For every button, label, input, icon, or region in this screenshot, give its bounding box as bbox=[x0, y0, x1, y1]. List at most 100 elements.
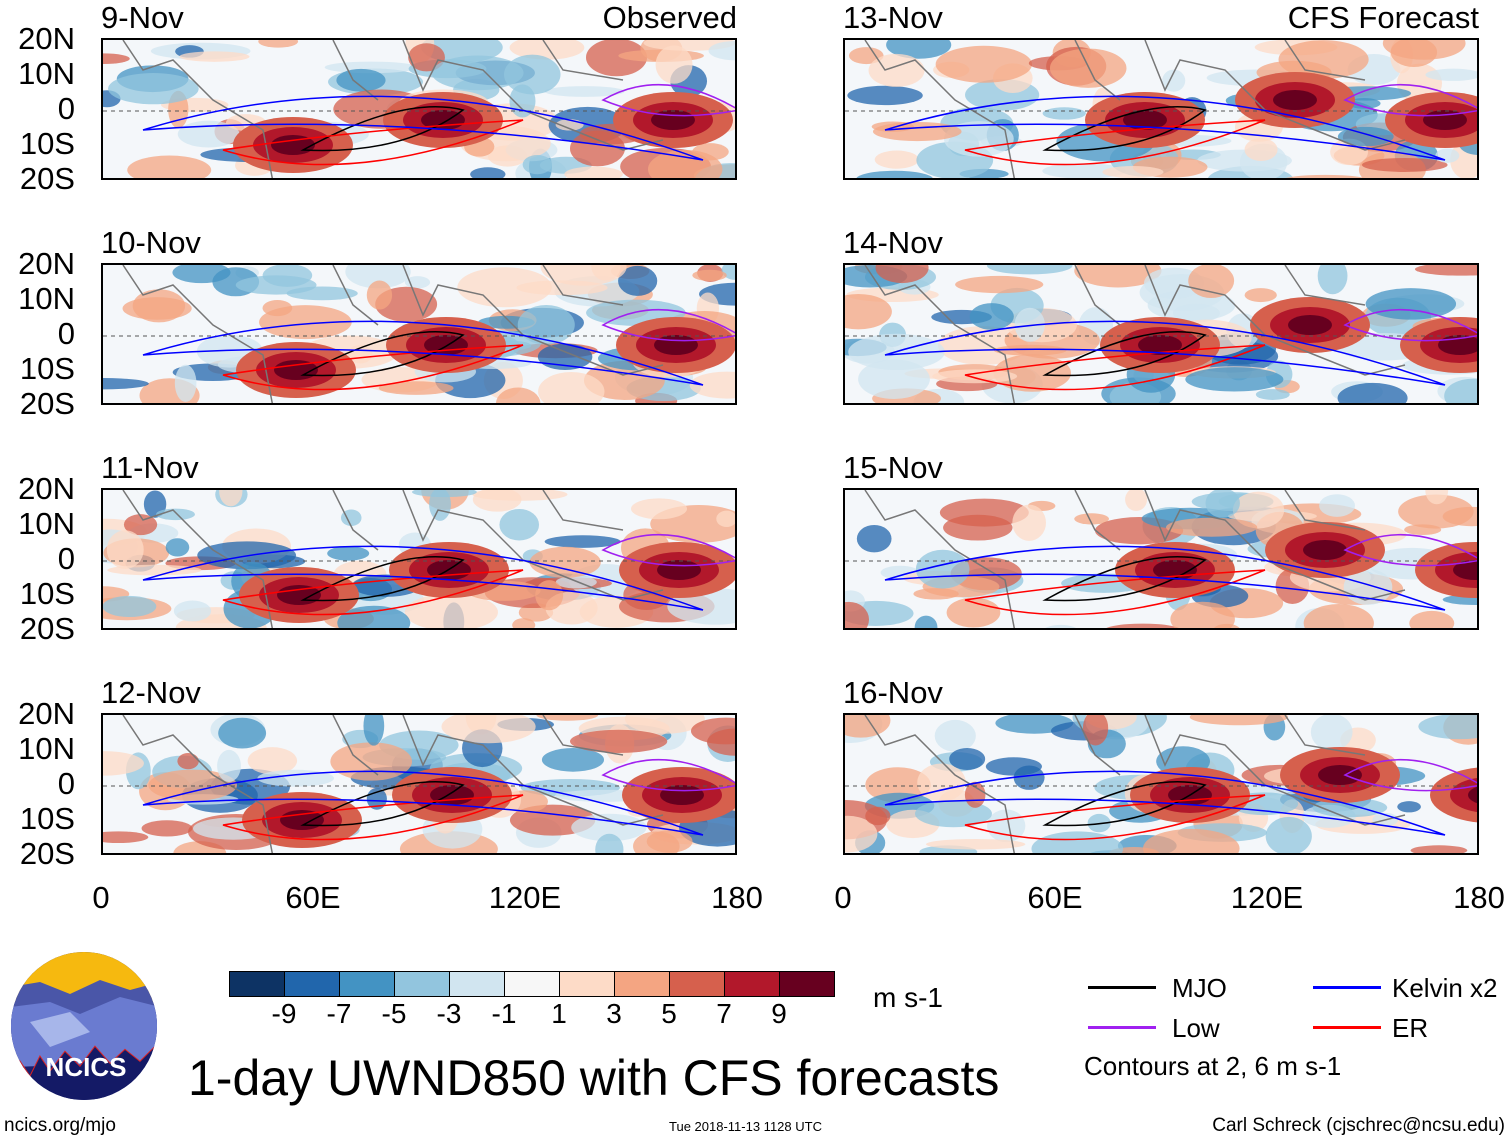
wind-anomaly-blob bbox=[692, 143, 729, 161]
map-panel bbox=[843, 263, 1479, 405]
wave-contour bbox=[1343, 758, 1477, 792]
wind-anomaly-blob bbox=[1361, 158, 1448, 172]
panel-date: 11-Nov bbox=[101, 450, 199, 485]
wind-anomaly-blob bbox=[366, 280, 393, 310]
colorbar-swatch bbox=[340, 972, 395, 996]
wave-contour bbox=[884, 320, 1446, 386]
wind-anomaly-blob bbox=[655, 45, 693, 84]
lat-tick-label: 10S bbox=[19, 576, 75, 611]
westerly-core bbox=[1123, 110, 1167, 130]
panel-date: 16-Nov bbox=[843, 675, 943, 710]
map-panel bbox=[843, 713, 1479, 855]
map-panel bbox=[843, 488, 1479, 630]
wind-anomaly-blob bbox=[847, 85, 923, 106]
wind-anomaly-blob bbox=[218, 717, 267, 749]
wind-anomaly-blob bbox=[327, 546, 370, 561]
wave-contour bbox=[964, 569, 1266, 616]
map-panel bbox=[101, 38, 737, 180]
map-panel bbox=[101, 488, 737, 630]
lat-tick-label: 10S bbox=[19, 801, 75, 836]
logo-text: NCICS bbox=[46, 1052, 127, 1082]
wind-anomaly-blob bbox=[522, 154, 552, 175]
wind-anomaly-blob bbox=[1365, 288, 1457, 320]
lon-tick-label: 120E bbox=[1230, 880, 1304, 915]
wind-anomaly-blob bbox=[217, 749, 241, 782]
colorbar bbox=[229, 971, 835, 997]
wind-anomaly-blob bbox=[1310, 715, 1353, 751]
colorbar-tick-label: 9 bbox=[771, 998, 787, 1029]
wave-contour bbox=[601, 533, 735, 567]
wind-anomaly-blob bbox=[1444, 378, 1477, 403]
wind-anomaly-blob bbox=[1031, 831, 1124, 853]
colorbar-swatch bbox=[505, 972, 560, 996]
lon-tick-label: 180 bbox=[711, 880, 763, 915]
wind-anomaly-blob bbox=[457, 267, 552, 308]
colorbar-tick-label: 7 bbox=[716, 998, 732, 1029]
wind-anomaly-blob bbox=[103, 831, 149, 844]
legend-er-line bbox=[1313, 1026, 1381, 1029]
wind-anomaly-blob bbox=[544, 86, 625, 97]
wind-anomaly-blob bbox=[1285, 174, 1365, 178]
wave-contour bbox=[964, 344, 1266, 391]
coastline bbox=[864, 265, 1406, 403]
legend-kelvin-label: Kelvin x2 bbox=[1392, 973, 1498, 1003]
wind-anomaly-blob bbox=[690, 717, 735, 745]
colorbar-swatch bbox=[560, 972, 615, 996]
wave-contour bbox=[884, 770, 1446, 836]
wind-anomaly-blob bbox=[235, 275, 317, 295]
wind-anomaly-blob bbox=[692, 269, 727, 281]
wind-anomaly-blob bbox=[509, 40, 585, 60]
wind-anomaly-blob bbox=[1102, 165, 1164, 178]
map-panel bbox=[101, 263, 737, 405]
wind-anomaly-blob bbox=[472, 490, 522, 512]
wind-anomaly-blob bbox=[1425, 68, 1477, 81]
wind-anomaly-blob bbox=[689, 371, 735, 399]
wind-anomaly-blob bbox=[856, 170, 933, 178]
wind-anomaly-blob bbox=[716, 510, 735, 528]
wave-contour bbox=[300, 556, 465, 602]
wind-anomaly-blob bbox=[1045, 624, 1077, 628]
wind-anomaly-blob bbox=[845, 715, 891, 738]
wind-anomaly-blob bbox=[165, 538, 190, 557]
wind-anomaly-blob bbox=[1255, 389, 1290, 400]
wind-anomaly-blob bbox=[986, 265, 1073, 275]
wind-anomaly-blob bbox=[258, 40, 299, 48]
coastline bbox=[864, 40, 1406, 178]
wind-anomaly-blob bbox=[340, 509, 362, 527]
wave-contour bbox=[142, 770, 704, 836]
wind-anomaly-blob bbox=[429, 490, 451, 521]
footer-url[interactable]: ncics.org/mjo bbox=[4, 1115, 116, 1136]
wave-contour bbox=[142, 95, 704, 161]
wave-contour bbox=[884, 545, 1446, 611]
panel-date: 10-Nov bbox=[101, 225, 201, 260]
wave-contour bbox=[222, 344, 524, 391]
wind-anomaly-blob bbox=[103, 595, 157, 618]
coastline bbox=[122, 490, 664, 628]
wind-anomaly-blob bbox=[172, 265, 231, 284]
wind-anomaly-blob bbox=[856, 524, 892, 553]
wind-anomaly-blob bbox=[103, 53, 130, 65]
wind-anomaly-blob bbox=[943, 514, 1013, 541]
colorbar-tick-label: -3 bbox=[436, 998, 462, 1029]
wind-anomaly-blob bbox=[964, 781, 986, 808]
wind-anomaly-blob bbox=[1166, 517, 1258, 537]
wind-anomaly-blob bbox=[330, 742, 413, 781]
colorbar-swatch bbox=[395, 972, 450, 996]
wind-anomaly-blob bbox=[595, 833, 624, 853]
lat-tick-label: 0 bbox=[57, 316, 75, 351]
colorbar-swatch bbox=[615, 972, 670, 996]
coastline bbox=[122, 40, 664, 178]
wind-anomaly-blob bbox=[541, 747, 605, 772]
wind-anomaly-blob bbox=[177, 752, 199, 770]
lon-tick-label: 60E bbox=[1027, 880, 1083, 915]
wave-contour bbox=[884, 95, 1446, 161]
wind-anomaly-blob bbox=[1337, 382, 1408, 403]
wind-anomaly-blob bbox=[955, 275, 1044, 294]
colorbar-swatch bbox=[230, 972, 285, 996]
wind-anomaly-blob bbox=[544, 535, 621, 548]
wave-contour bbox=[1042, 331, 1207, 377]
colorbar-tick-label: 5 bbox=[661, 998, 677, 1029]
wind-anomaly-blob bbox=[1106, 623, 1180, 628]
wind-anomaly-blob bbox=[499, 508, 540, 541]
wave-contour bbox=[300, 106, 465, 152]
